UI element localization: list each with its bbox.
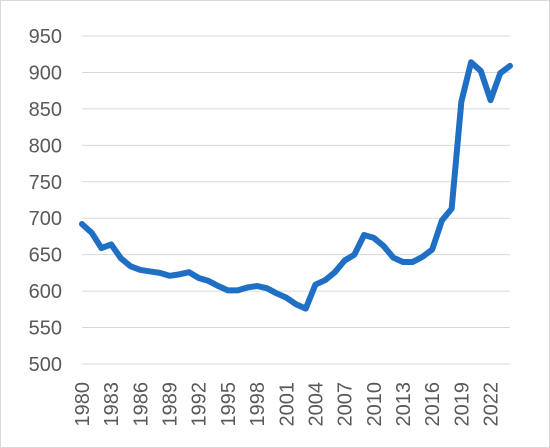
data-point-1986 [137,267,143,273]
data-point-2024 [507,63,513,69]
data-point-1992 [196,275,202,281]
x-tick-label: 2016 [422,382,444,427]
y-tick-label: 900 [29,62,62,84]
x-axis-ticks: 1980 1983 1986 1989 1992 1995 1998 2001 2004 2007… [72,382,503,427]
data-point-2011 [381,243,387,249]
data-point-1987 [147,268,153,274]
data-point-2008 [351,252,357,258]
data-point-2001 [283,295,289,301]
data-point-2000 [274,290,280,296]
data-point-2007 [342,257,348,263]
x-tick-label: 1983 [101,382,123,427]
data-point-1984 [118,255,124,261]
data-point-1997 [244,284,250,290]
y-tick-label: 550 [29,318,62,340]
data-point-1985 [128,263,134,269]
data-point-1989 [167,273,173,279]
data-point-2003 [303,306,309,312]
data-point-1990 [176,271,182,277]
data-point-2019 [458,99,464,105]
data-point-2006 [332,269,338,275]
gridlines [82,35,510,365]
y-axis-ticks: 500 550 600 650 700 750 800 850 900 950 [29,26,62,376]
x-tick-label: 1980 [72,382,94,427]
y-tick-label: 500 [29,354,62,376]
data-point-2009 [361,232,367,238]
data-point-1981 [89,230,95,236]
x-tick-label: 1992 [189,382,211,427]
data-point-1994 [215,283,221,289]
x-tick-label: 2004 [305,382,327,427]
data-point-2023 [497,70,503,76]
y-tick-label: 850 [29,99,62,121]
data-point-2004 [312,282,318,288]
y-tick-label: 650 [29,245,62,267]
x-tick-label: 2019 [451,382,473,427]
y-tick-label: 750 [29,172,62,194]
y-tick-label: 600 [29,281,62,303]
data-point-2005 [322,277,328,283]
x-tick-label: 2001 [276,382,298,427]
series-group [79,59,513,312]
data-point-1998 [254,283,260,289]
data-point-2022 [488,97,494,103]
data-point-2010 [371,235,377,241]
data-point-2021 [478,68,484,74]
y-tick-label: 800 [29,135,62,157]
x-tick-label: 2010 [364,382,386,427]
data-point-1993 [205,278,211,284]
x-tick-label: 2022 [481,382,503,427]
data-point-2016 [429,247,435,253]
data-point-1982 [98,245,104,251]
data-point-2015 [419,254,425,260]
data-point-1980 [79,221,85,227]
data-point-1988 [157,270,163,276]
data-point-1996 [235,287,241,293]
y-tick-label: 700 [29,208,62,230]
data-point-2020 [468,59,474,65]
data-point-1995 [225,287,231,293]
series-line-0 [79,59,513,312]
data-point-2018 [449,206,455,212]
x-tick-label: 1995 [218,382,240,427]
data-point-2002 [293,301,299,307]
x-tick-label: 1986 [130,382,152,427]
x-tick-label: 1989 [160,382,182,427]
data-point-1999 [264,285,270,291]
y-tick-label: 950 [29,26,62,48]
data-point-1991 [186,269,192,275]
x-tick-label: 1998 [247,382,269,427]
data-point-1983 [108,241,114,247]
data-point-2012 [390,255,396,261]
x-tick-label: 2013 [393,382,415,427]
data-point-2014 [410,259,416,265]
x-tick-label: 2007 [335,382,357,427]
data-point-2017 [439,217,445,223]
data-point-2013 [400,259,406,265]
